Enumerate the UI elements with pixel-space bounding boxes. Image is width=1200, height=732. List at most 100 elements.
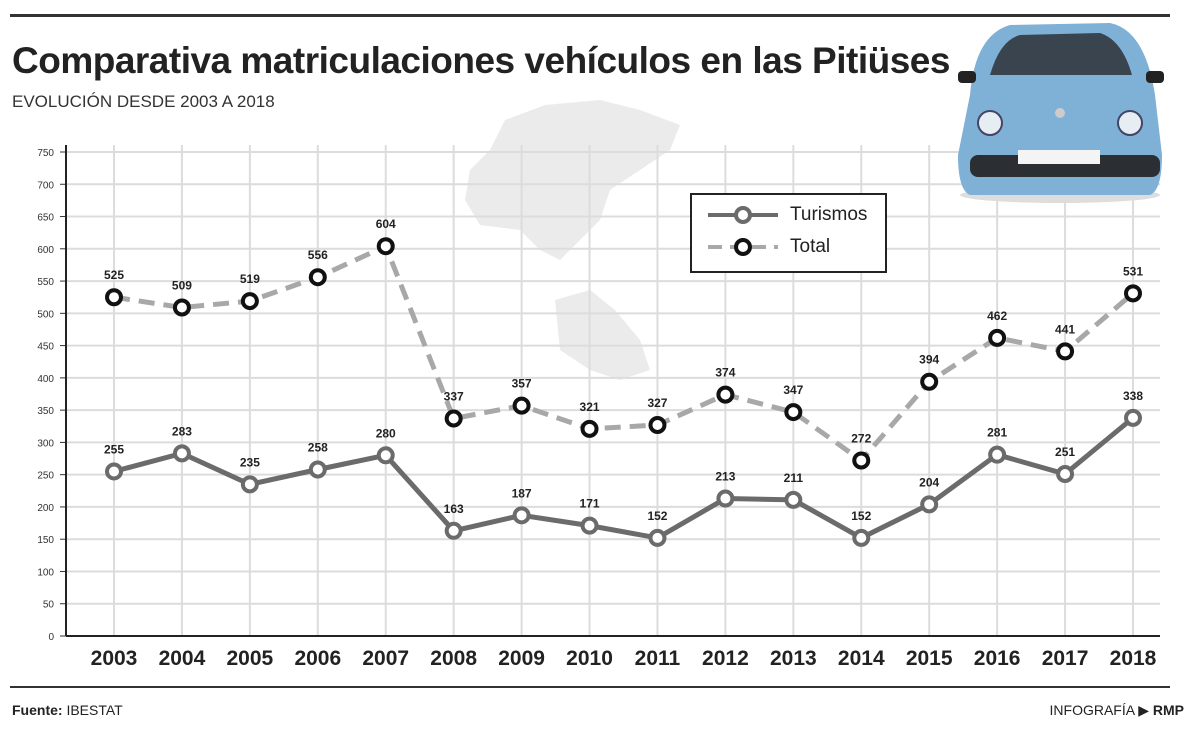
x-tick-label: 2014: [838, 647, 885, 670]
data-label-total: 441: [1055, 322, 1075, 336]
source-note: Fuente: IBESTAT: [12, 702, 123, 718]
y-tick-label: 300: [37, 438, 54, 449]
data-point-total: [444, 409, 463, 428]
data-label-total: 374: [715, 366, 735, 380]
data-point-total: [716, 385, 735, 404]
y-tick-label: 450: [37, 342, 54, 353]
chart-subtitle: EVOLUCIÓN DESDE 2003 A 2018: [12, 92, 275, 111]
data-point-turismos: [1056, 465, 1075, 484]
data-point-total: [308, 268, 327, 287]
y-tick-label: 50: [43, 600, 55, 611]
bottom-rule: [10, 686, 1170, 688]
y-tick-label: 350: [37, 406, 54, 417]
legend-item-turismos: Turismos: [706, 203, 867, 227]
data-label-total: 327: [647, 396, 667, 410]
data-point-total: [172, 298, 191, 317]
legend-label: Turismos: [790, 204, 868, 225]
data-label-total: 337: [444, 390, 464, 404]
x-tick-label: 2015: [906, 647, 953, 670]
series-line-turismos: [113, 415, 1135, 541]
credit-label: INFOGRAFÍA: [1049, 702, 1135, 718]
data-label-turismos: 281: [987, 426, 1007, 440]
data-point-total: [920, 372, 939, 391]
data-label-turismos: 213: [715, 470, 735, 484]
x-tick-label: 2007: [362, 647, 409, 670]
data-point-turismos: [580, 516, 599, 535]
x-tick-label: 2016: [974, 647, 1021, 670]
chart-legend: Turismos Total: [690, 193, 887, 273]
legend-marker-solid-line-icon: [708, 206, 778, 224]
data-point-turismos: [920, 495, 939, 514]
data-label-total: 519: [240, 272, 260, 286]
data-point-turismos: [988, 445, 1007, 464]
credit-arrow-icon: ▶: [1138, 702, 1149, 718]
data-point-turismos: [444, 521, 463, 540]
credit-note: INFOGRAFÍA ▶ RMP: [1050, 702, 1184, 719]
y-tick-label: 650: [37, 213, 54, 224]
x-tick-label: 2006: [294, 647, 341, 670]
data-label-turismos: 152: [851, 509, 871, 523]
data-label-total: 272: [851, 431, 871, 445]
y-tick-label: 200: [37, 503, 54, 514]
x-tick-label: 2004: [159, 647, 206, 670]
data-label-turismos: 338: [1123, 389, 1143, 403]
x-tick-label: 2011: [635, 647, 681, 670]
y-tick-label: 150: [37, 535, 54, 546]
data-label-total: 556: [308, 248, 328, 262]
data-point-turismos: [376, 446, 395, 465]
source-label: Fuente:: [12, 702, 63, 718]
data-point-total: [1124, 284, 1142, 303]
top-rule: [10, 14, 1170, 17]
data-point-total: [648, 415, 667, 434]
x-tick-label: 2008: [430, 647, 477, 670]
data-label-total: 321: [580, 400, 600, 414]
data-point-total: [580, 419, 599, 438]
data-label-total: 462: [987, 309, 1007, 323]
data-point-turismos: [308, 460, 327, 479]
data-label-turismos: 255: [104, 442, 124, 456]
y-tick-label: 250: [37, 471, 54, 482]
data-point-turismos: [172, 444, 191, 463]
data-label-total: 509: [172, 279, 192, 293]
data-label-total: 525: [104, 268, 124, 282]
data-label-turismos: 280: [376, 426, 396, 440]
x-tick-label: 2005: [227, 647, 274, 670]
x-tick-label: 2012: [702, 647, 749, 670]
legend-label: Total: [790, 236, 831, 257]
data-label-turismos: 235: [240, 455, 260, 469]
data-point-turismos: [1124, 408, 1142, 427]
y-tick-label: 550: [37, 277, 54, 288]
x-tick-label: 2009: [498, 647, 545, 670]
data-label-turismos: 283: [172, 424, 192, 438]
credit-value: RMP: [1152, 702, 1184, 718]
legend-marker-dashed-line-icon: [708, 238, 778, 256]
data-point-total: [988, 328, 1007, 347]
data-label-total: 357: [512, 377, 532, 391]
source-value: IBESTAT: [66, 702, 123, 718]
chart-title: Comparativa matriculaciones vehículos en…: [12, 40, 950, 81]
y-tick-label: 0: [48, 632, 54, 643]
data-label-turismos: 163: [444, 502, 464, 516]
data-label-turismos: 204: [919, 475, 939, 489]
data-point-turismos: [105, 462, 123, 481]
x-tick-label: 2017: [1042, 647, 1089, 670]
data-point-total: [105, 288, 123, 307]
y-tick-label: 100: [37, 567, 54, 578]
x-tick-label: 2013: [770, 647, 817, 670]
data-label-turismos: 258: [308, 441, 328, 455]
y-tick-label: 700: [37, 180, 54, 191]
x-tick-label: 2018: [1110, 647, 1157, 670]
series-line-total: [113, 242, 1135, 464]
legend-item-total: Total: [706, 235, 830, 259]
data-point-total: [512, 396, 531, 415]
data-point-total: [784, 403, 803, 422]
island-map-silhouette: [465, 100, 680, 380]
y-tick-label: 750: [37, 148, 54, 159]
data-label-total: 347: [783, 383, 803, 397]
data-point-turismos: [648, 528, 667, 547]
data-label-total: 531: [1123, 264, 1143, 278]
x-tick-label: 2003: [91, 647, 138, 670]
data-label-turismos: 251: [1055, 445, 1075, 459]
data-point-turismos: [716, 489, 735, 508]
